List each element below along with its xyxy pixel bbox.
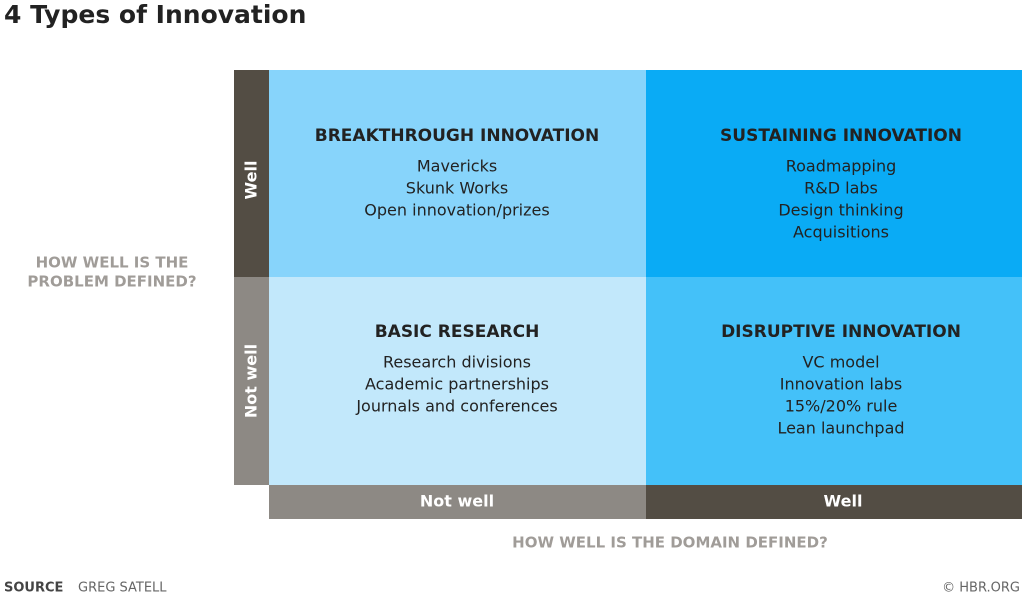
y-axis-label: HOW WELL IS THE <box>36 254 189 272</box>
copyright: © HBR.ORG <box>942 581 1020 596</box>
quadrant-item: Lean launchpad <box>777 419 904 438</box>
quadrant-item: Journals and conferences <box>355 397 557 416</box>
axis-band <box>234 70 269 277</box>
axis-band <box>234 277 269 485</box>
quadrant-title: BASIC RESEARCH <box>375 322 540 342</box>
x-band-label: Well <box>824 492 863 511</box>
quadrant-item: Open innovation/prizes <box>364 201 549 220</box>
y-band-label: Not well <box>242 344 261 418</box>
quadrant-bg <box>646 70 1022 277</box>
quadrant-title: DISRUPTIVE INNOVATION <box>721 322 961 342</box>
quadrant-title: BREAKTHROUGH INNOVATION <box>315 126 599 146</box>
y-band-label: Well <box>242 161 261 200</box>
quadrant-item: Mavericks <box>417 157 497 176</box>
quadrant-item: Academic partnerships <box>365 375 549 394</box>
source: GREG SATELL <box>78 581 167 596</box>
quadrant-item: R&D labs <box>804 179 878 198</box>
quadrant-item: 15%/20% rule <box>785 397 898 416</box>
quadrant-item: Roadmapping <box>786 157 897 176</box>
x-axis-label: HOW WELL IS THE DOMAIN DEFINED? <box>512 534 828 552</box>
quadrant-item: Skunk Works <box>406 179 508 198</box>
x-band-label: Not well <box>420 492 494 511</box>
quadrant-bg <box>269 277 646 485</box>
quadrant-item: Research divisions <box>383 353 531 372</box>
quadrant-item: Acquisitions <box>793 223 889 242</box>
quadrant-bg <box>269 70 646 277</box>
title: 4 Types of Innovation <box>4 0 306 29</box>
quadrant-bg <box>646 277 1022 485</box>
quadrant-item: Innovation labs <box>780 375 903 394</box>
source-label: SOURCE <box>4 581 63 596</box>
axis-band <box>646 485 1022 519</box>
quadrant-item: VC model <box>802 353 879 372</box>
quadrant-item: Design thinking <box>778 201 903 220</box>
quadrant-title: SUSTAINING INNOVATION <box>720 126 962 146</box>
y-axis-label: PROBLEM DEFINED? <box>27 273 196 291</box>
axis-band <box>269 485 646 519</box>
